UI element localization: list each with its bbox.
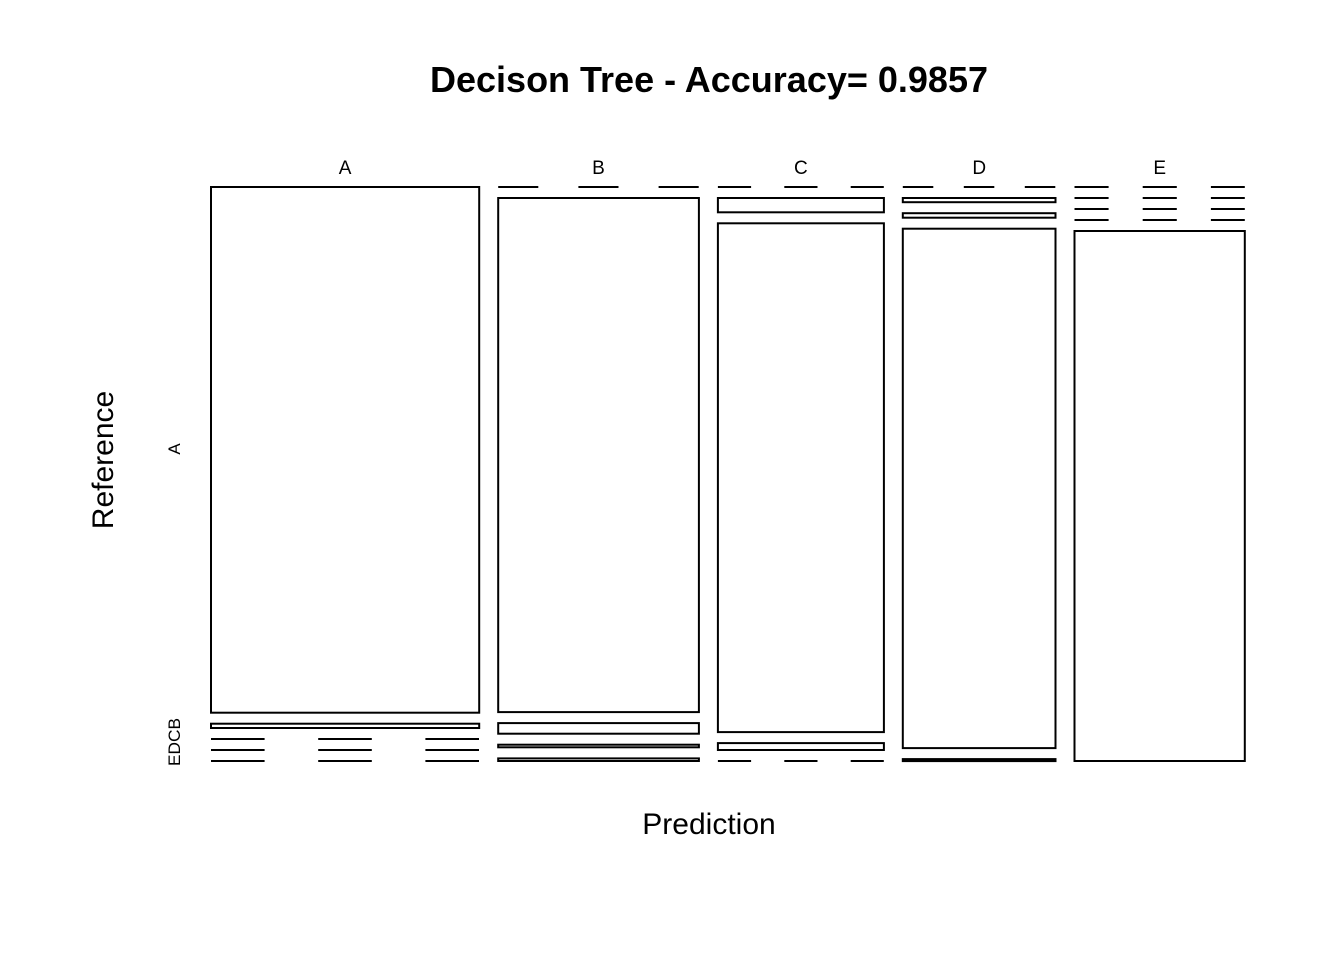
x-tick-label-b: B <box>592 158 605 179</box>
x-tick-label-a: A <box>339 158 352 179</box>
mosaic-cell-pred-b-ref-b <box>497 197 700 714</box>
mosaic-cell-pred-b-ref-e <box>497 757 700 763</box>
x-tick-label-e: E <box>1153 158 1166 179</box>
mosaic-cell-pred-c-ref-c <box>716 222 885 734</box>
mosaic-cell-pred-d-ref-d <box>901 227 1057 750</box>
mosaic-cell-pred-b-ref-d <box>497 743 700 749</box>
mosaic-cell-pred-d-ref-c <box>901 212 1057 219</box>
mosaic-cell-pred-c-ref-b <box>716 197 885 214</box>
mosaic-cell-pred-c-ref-d <box>716 742 885 751</box>
mosaic-cell-pred-d-ref-b <box>901 197 1057 204</box>
mosaic-cell-pred-e-ref-e <box>1073 230 1246 762</box>
y-axis-title: Reference <box>87 391 120 529</box>
mosaic-cell-pred-a-ref-b <box>210 722 481 730</box>
x-axis-title: Prediction <box>642 808 775 841</box>
mosaic-cell-pred-a-ref-a <box>210 186 481 714</box>
mosaic-cells <box>210 186 1246 763</box>
x-tick-label-d: D <box>972 158 986 179</box>
x-tick-label-c: C <box>794 158 808 179</box>
y-tick-label-stacked: EDCB <box>165 718 184 766</box>
chart-title: Decison Tree - Accuracy= 0.9857 <box>430 59 988 100</box>
mosaic-cell-pred-b-ref-c <box>497 722 700 735</box>
mosaic-cell-pred-d-ref-e <box>901 758 1057 763</box>
y-tick-label-a: A <box>165 443 184 455</box>
x-tick-labels: A B C D E <box>339 158 1166 179</box>
